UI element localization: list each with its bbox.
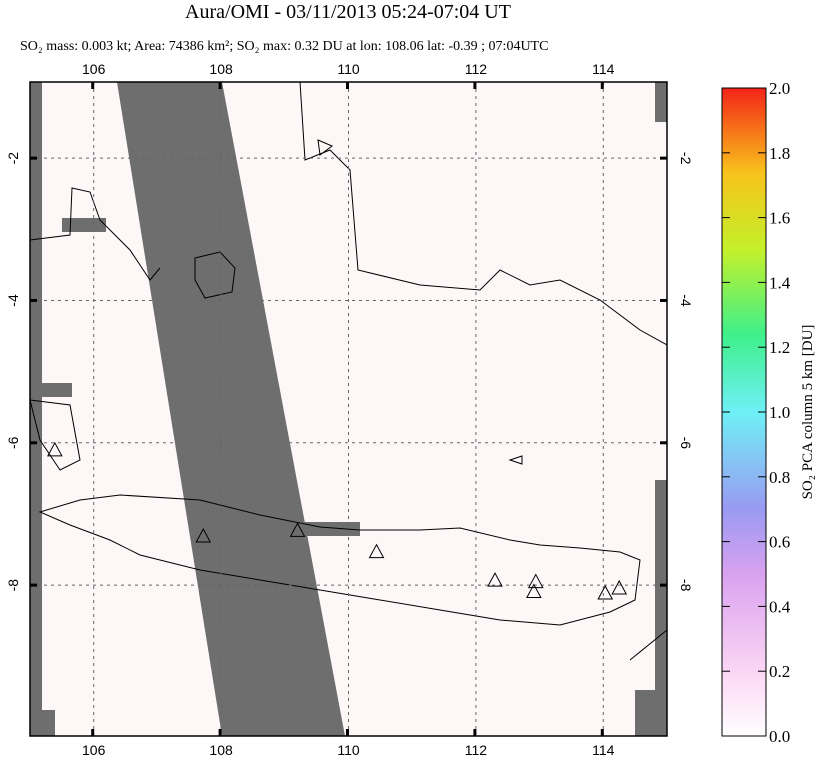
colorbar-tick-label: 1.8 [769, 144, 790, 163]
y-tick-label: -2 [678, 152, 694, 165]
no-data-patch [62, 218, 106, 232]
volcano-marker [289, 522, 306, 537]
y-tick-label: -6 [678, 437, 694, 450]
volcano-marker [368, 543, 385, 559]
x-tick-label: 112 [465, 61, 488, 77]
colorbar-tick-label: 0.8 [769, 468, 790, 487]
volcano-marker [195, 527, 212, 543]
x-tick-label: 114 [592, 742, 615, 758]
no-data-edge [635, 690, 667, 736]
x-tick-label: 110 [337, 742, 360, 758]
colorbar-tick-label: 0.4 [769, 597, 791, 616]
coastline [38, 494, 641, 626]
no-data-patch [34, 383, 72, 397]
volcano-marker [611, 579, 628, 595]
volcano-marker [526, 583, 542, 599]
colorbar-tick-label: 1.4 [769, 273, 791, 292]
map-area [30, 82, 667, 736]
no-data-edge [30, 710, 55, 736]
no-data-edge [655, 480, 667, 736]
y-tick-label: -8 [5, 579, 21, 592]
x-tick-label: 108 [209, 742, 233, 758]
volcano-marker [47, 441, 63, 457]
no-data-swath [117, 82, 345, 736]
x-tick-label: 114 [592, 61, 615, 77]
y-tick-label: -2 [5, 152, 21, 165]
y-tick-label: -6 [5, 436, 21, 449]
colorbar-tick-label: 1.6 [769, 209, 790, 228]
y-tick-label: -4 [678, 294, 694, 307]
colorbar-tick-label: 0.6 [769, 533, 790, 552]
colorbar-tick-label: 0.2 [769, 662, 790, 681]
colorbar-label: SO₂ PCA column 5 km [DU] [800, 325, 816, 500]
x-tick-label: 112 [465, 742, 488, 758]
coastline [317, 139, 667, 661]
volcano-marker [487, 572, 503, 587]
title: Aura/OMI - 03/11/2013 05:24-07:04 UT [185, 1, 511, 23]
no-data-edge [30, 82, 42, 736]
colorbar-tick-label: 1.0 [769, 403, 790, 422]
x-tick-label: 108 [209, 61, 233, 77]
x-tick-label: 106 [82, 742, 106, 758]
colorbar-tick-label: 1.2 [769, 338, 790, 357]
subtitle: SO₂ mass: 0.003 kt; Area: 74386 km²; SO₂… [20, 39, 548, 54]
coastline [30, 187, 236, 471]
x-tick-label: 110 [337, 61, 360, 77]
colorbar-tick-label: 2.0 [769, 79, 790, 98]
y-tick-label: -4 [5, 294, 21, 307]
no-data-edge [655, 82, 667, 122]
colorbar-tick-label: 0.0 [769, 727, 790, 746]
x-tick-label: 106 [82, 61, 106, 77]
y-tick-label: -8 [678, 579, 694, 592]
volcano-marker [597, 584, 614, 600]
